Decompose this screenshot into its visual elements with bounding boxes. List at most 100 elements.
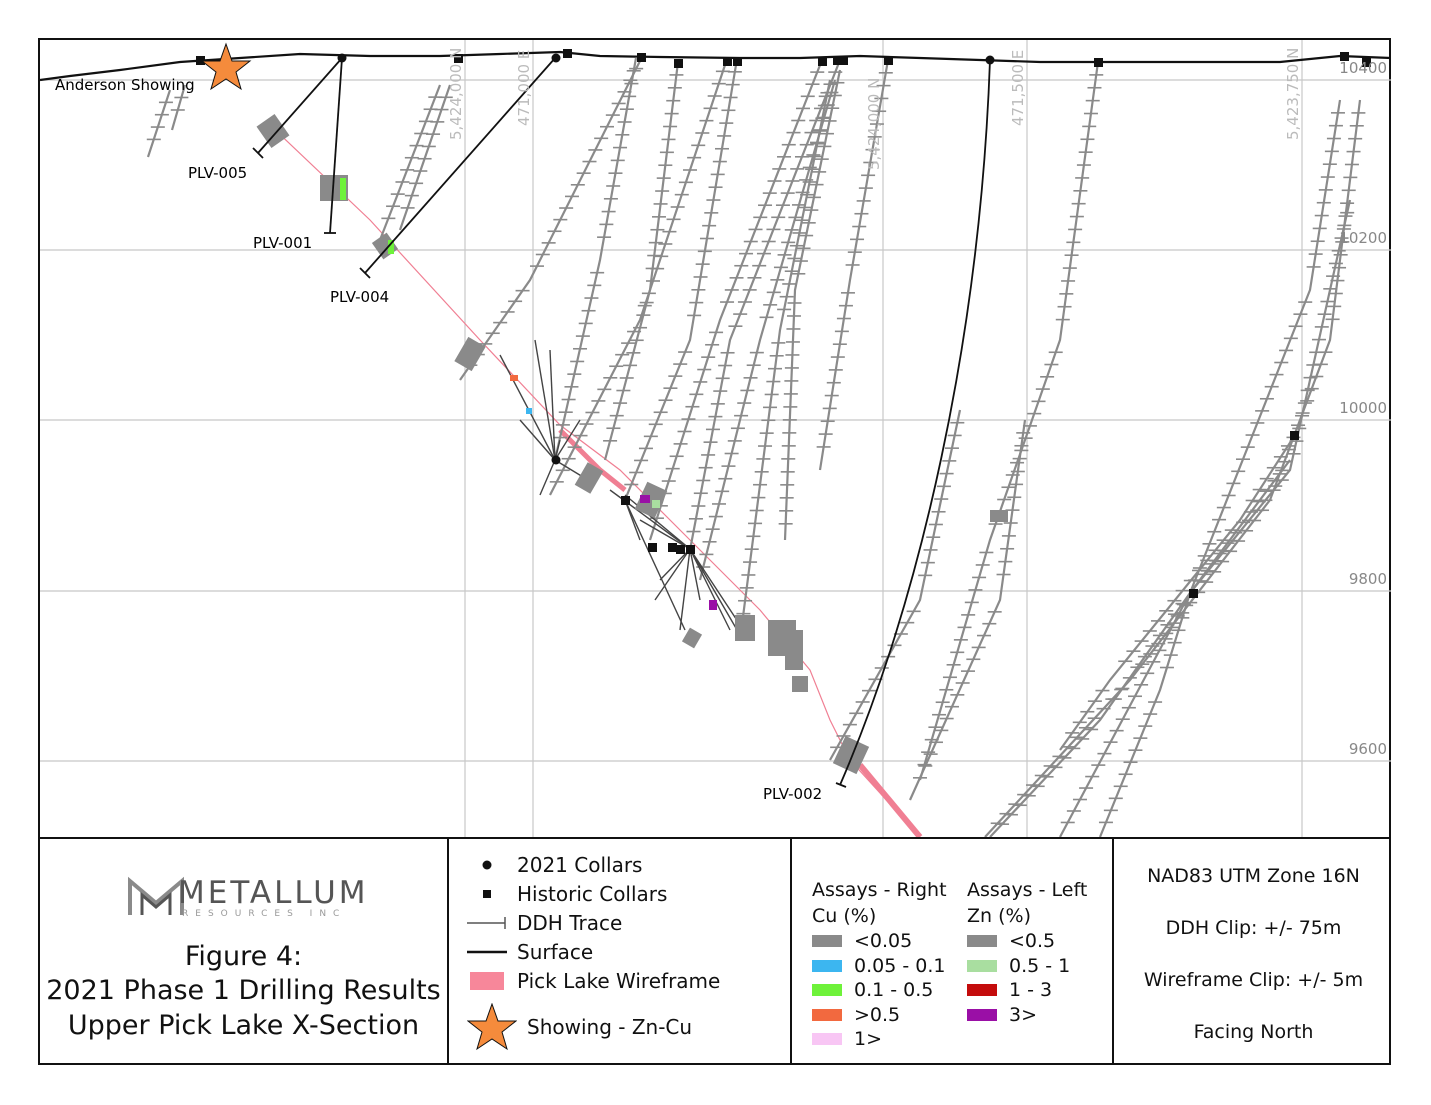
hole-label-plv-001: PLV-001: [253, 234, 312, 252]
assay-right-cu: Assays - Right Cu (%) <0.05 0.05 - 0.1 0.1…: [812, 877, 962, 1052]
left-row: <0.5: [967, 929, 1117, 954]
anderson-showing-star: [200, 42, 252, 91]
title-panel: METALLUM RESOURCES INC Figure 4: 2021 Ph…: [40, 837, 447, 1065]
square-icon: [467, 883, 507, 905]
pink-box-icon: [467, 970, 507, 992]
color-swatch: [967, 984, 997, 997]
grid-coordinate-labels: 5,424,000 N 471,000 E 5,424,000 N 471,50…: [447, 48, 1302, 170]
right-row: >0.5: [812, 1003, 962, 1028]
historic-collar: [1094, 58, 1103, 67]
elevation-label-10400: 10400: [1339, 59, 1387, 77]
color-swatch: [812, 935, 842, 948]
assay-range-label: 1>: [854, 1028, 883, 1051]
historic-collar: [563, 49, 572, 58]
metallum-m-icon: [128, 876, 184, 915]
ddh-trace: [378, 84, 442, 241]
ddh-trace: [1059, 199, 1352, 837]
grid-lines: [40, 40, 1391, 837]
assay-range-label: >0.5: [854, 1003, 901, 1026]
elevation-label-9600: 9600: [1349, 740, 1387, 758]
legend-item-surface: Surface: [467, 937, 593, 966]
cu-rows: <0.05 0.05 - 0.1 0.1 - 0.5 >0.5 1>: [812, 929, 962, 1052]
right-row: 1>: [812, 1027, 962, 1052]
assay-range-label: <0.05: [854, 930, 913, 953]
historic-collar: [621, 496, 630, 505]
historic-collar: [454, 54, 463, 63]
trace-ticks: [146, 67, 1366, 825]
assay-legend-panel: Assays - Right Cu (%) <0.05 0.05 - 0.1 0.1…: [790, 837, 1112, 1065]
grid-label-easting-1: 471,000 E: [515, 50, 533, 126]
ddh-trace: [989, 459, 1291, 837]
assay-range-label: 0.5 - 1: [1009, 954, 1071, 977]
facing-text: Facing North: [1193, 1021, 1314, 1043]
right-row: 0.05 - 0.1: [812, 954, 962, 979]
left-row: 0.5 - 1: [967, 954, 1117, 979]
color-swatch: [967, 935, 997, 948]
ddh-trace: [818, 59, 890, 471]
elevation-label-10200: 10200: [1339, 229, 1387, 247]
line-icon: [467, 941, 507, 963]
grid-label-easting-2: 471,500 E: [1009, 50, 1027, 126]
ddh-traces: [146, 56, 1362, 837]
anderson-showing-label: Anderson Showing: [55, 76, 195, 94]
historic-collar: [648, 543, 657, 552]
company-subtitle: RESOURCES INC: [182, 909, 347, 919]
legend-label: Showing - Zn-Cu: [527, 1015, 693, 1039]
color-swatch: [812, 1008, 842, 1021]
historic-collar: [723, 57, 732, 66]
assay-left-title: Assays - Left: [967, 879, 1088, 901]
legend-label: Pick Lake Wireframe: [517, 968, 721, 993]
datum-text: NAD83 UTM Zone 16N: [1147, 865, 1360, 887]
color-swatch: [812, 1033, 842, 1046]
hole-label-plv-004: PLV-004: [330, 288, 389, 306]
circle-icon: [467, 854, 507, 876]
cross-section-map: Anderson Showing PLV-005 PLV-001 PLV-004…: [40, 40, 1391, 837]
assay-range-label: 0.05 - 0.1: [854, 954, 946, 977]
ddh-trace: [918, 61, 1100, 781]
ddh-trace: [1098, 592, 1192, 837]
assay-range-label: 3>: [1009, 1003, 1038, 1026]
assay-right-unit: Cu (%): [812, 905, 877, 927]
historic-collar: [839, 56, 848, 65]
assay-right-title: Assays - Right: [812, 879, 947, 901]
2021-collar: [337, 53, 347, 63]
historic-collar: [637, 53, 646, 62]
historic-collar: [674, 59, 683, 68]
hole-label-plv-005: PLV-005: [188, 164, 247, 182]
ddh-trace: [1059, 434, 1296, 751]
historic-collar: [196, 56, 205, 65]
figure-subtitle: Upper Pick Lake X-Section: [67, 1010, 420, 1041]
ddh-trace: [623, 58, 739, 501]
legend-item-ddh-trace: DDH Trace: [467, 908, 622, 937]
legend-item-showing: Showing - Zn-Cu: [466, 1002, 693, 1051]
historic-collar: [676, 545, 685, 554]
left-row: 1 - 3: [967, 978, 1117, 1003]
historic-collar: [1290, 431, 1299, 440]
legend-panel: 2021 Collars Historic Collars DDH Trace …: [447, 837, 790, 1065]
right-row: 0.1 - 0.5: [812, 978, 962, 1003]
color-swatch: [967, 959, 997, 972]
left-row: 3>: [967, 1003, 1117, 1028]
ddh-trace: [553, 57, 638, 461]
hole-label-plv-002: PLV-002: [763, 785, 822, 803]
collars: [196, 49, 1371, 598]
ddh-trace: [459, 56, 643, 381]
historic-collar: [733, 57, 742, 66]
historic-collar: [686, 545, 695, 554]
ddh-clip-text: DDH Clip: +/- 75m: [1165, 917, 1342, 939]
plv-traces: [252, 56, 991, 788]
projection-info-panel: NAD83 UTM Zone 16N DDH Clip: +/- 75m Wir…: [1112, 837, 1391, 1065]
wireframe-clip-text: Wireframe Clip: +/- 5m: [1143, 969, 1364, 991]
figure-frame: Anderson Showing PLV-005 PLV-001 PLV-004…: [38, 38, 1391, 1065]
historic-collar: [818, 57, 827, 66]
historic-collar: [1340, 52, 1349, 61]
company-logo: METALLUM RESOURCES INC: [126, 875, 366, 923]
company-name: METALLUM: [178, 875, 369, 911]
historic-collar: [884, 56, 893, 65]
grid-label-northing-1: 5,424,000 N: [447, 48, 465, 140]
color-swatch: [812, 984, 842, 997]
color-swatch: [812, 959, 842, 972]
historic-collar: [668, 543, 677, 552]
